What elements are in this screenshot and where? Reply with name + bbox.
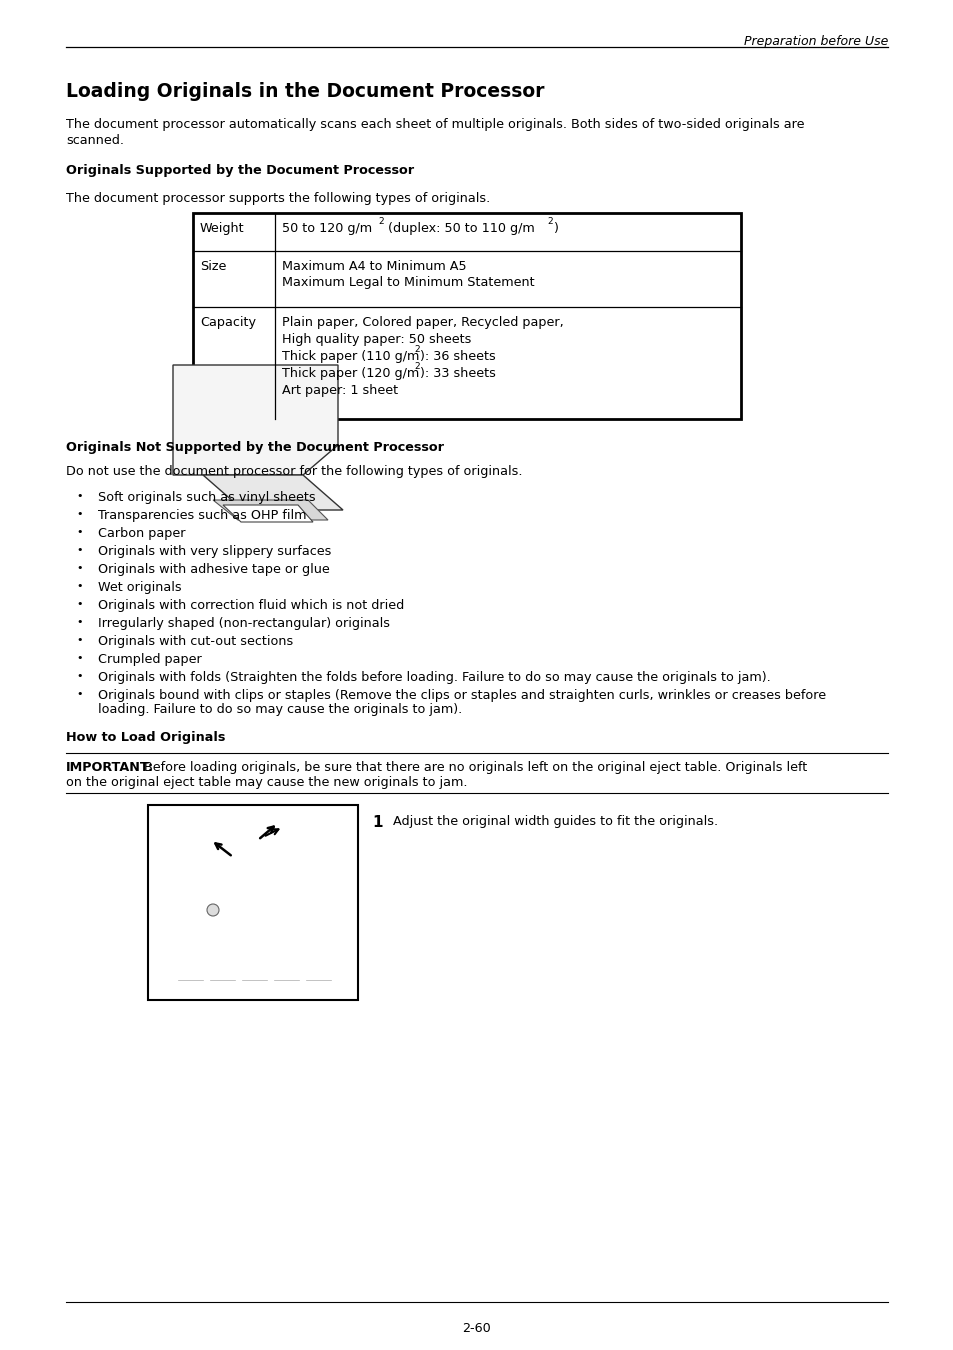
Text: •: • — [76, 580, 82, 591]
Text: loading. Failure to do so may cause the originals to jam).: loading. Failure to do so may cause the … — [98, 703, 462, 717]
Text: Soft originals such as vinyl sheets: Soft originals such as vinyl sheets — [98, 491, 315, 504]
Text: Crumpled paper: Crumpled paper — [98, 653, 201, 666]
Polygon shape — [223, 505, 313, 522]
Text: Maximum Legal to Minimum Statement: Maximum Legal to Minimum Statement — [282, 275, 534, 289]
Text: IMPORTANT:: IMPORTANT: — [66, 761, 154, 774]
Text: •: • — [76, 653, 82, 663]
Polygon shape — [172, 364, 337, 475]
Text: 1: 1 — [372, 815, 382, 830]
Text: Originals Not Supported by the Document Processor: Originals Not Supported by the Document … — [66, 441, 443, 454]
Text: •: • — [76, 634, 82, 645]
Text: 2: 2 — [377, 217, 383, 225]
Text: Originals bound with clips or staples (Remove the clips or staples and straighte: Originals bound with clips or staples (R… — [98, 688, 825, 702]
Text: Originals with correction fluid which is not dried: Originals with correction fluid which is… — [98, 599, 404, 612]
Polygon shape — [203, 475, 343, 510]
Text: •: • — [76, 491, 82, 501]
Text: Before loading originals, be sure that there are no originals left on the origin: Before loading originals, be sure that t… — [140, 761, 806, 774]
Text: Weight: Weight — [200, 221, 244, 235]
Text: Loading Originals in the Document Processor: Loading Originals in the Document Proces… — [66, 82, 544, 101]
Text: Transparencies such as OHP film: Transparencies such as OHP film — [98, 509, 306, 522]
Text: scanned.: scanned. — [66, 134, 124, 147]
Text: Originals with cut-out sections: Originals with cut-out sections — [98, 634, 293, 648]
Text: Originals Supported by the Document Processor: Originals Supported by the Document Proc… — [66, 163, 414, 177]
Text: •: • — [76, 688, 82, 699]
Text: Thick paper (120 g/m: Thick paper (120 g/m — [282, 367, 418, 379]
Text: •: • — [76, 509, 82, 518]
Text: Carbon paper: Carbon paper — [98, 526, 185, 540]
Text: Size: Size — [200, 261, 226, 273]
Text: The document processor supports the following types of originals.: The document processor supports the foll… — [66, 192, 490, 205]
Text: Thick paper (110 g/m: Thick paper (110 g/m — [282, 350, 419, 363]
Text: Plain paper, Colored paper, Recycled paper,: Plain paper, Colored paper, Recycled pap… — [282, 316, 563, 329]
Text: Wet originals: Wet originals — [98, 580, 181, 594]
Text: 50 to 120 g/m: 50 to 120 g/m — [282, 221, 372, 235]
Text: •: • — [76, 617, 82, 626]
Text: Capacity: Capacity — [200, 316, 255, 329]
Text: Irregularly shaped (non-rectangular) originals: Irregularly shaped (non-rectangular) ori… — [98, 617, 390, 630]
Text: •: • — [76, 526, 82, 537]
Text: Preparation before Use: Preparation before Use — [742, 35, 887, 49]
Text: Adjust the original width guides to fit the originals.: Adjust the original width guides to fit … — [393, 815, 718, 828]
Text: Originals with adhesive tape or glue: Originals with adhesive tape or glue — [98, 563, 330, 576]
Text: How to Load Originals: How to Load Originals — [66, 730, 225, 744]
Text: The document processor automatically scans each sheet of multiple originals. Bot: The document processor automatically sca… — [66, 117, 803, 131]
Text: ): 36 sheets: ): 36 sheets — [419, 350, 496, 363]
Text: Originals with folds (Straighten the folds before loading. Failure to do so may : Originals with folds (Straighten the fol… — [98, 671, 770, 684]
Text: 2: 2 — [546, 217, 552, 225]
Text: ): ) — [553, 221, 558, 235]
Text: (duplex: 50 to 110 g/m: (duplex: 50 to 110 g/m — [384, 221, 535, 235]
Text: ): 33 sheets: ): 33 sheets — [419, 367, 496, 379]
Text: Originals with very slippery surfaces: Originals with very slippery surfaces — [98, 545, 331, 558]
Bar — [193, 213, 740, 418]
Text: High quality paper: 50 sheets: High quality paper: 50 sheets — [282, 333, 471, 346]
Text: 2: 2 — [414, 346, 419, 354]
Circle shape — [207, 904, 219, 917]
Text: on the original eject table may cause the new originals to jam.: on the original eject table may cause th… — [66, 776, 467, 788]
Text: •: • — [76, 599, 82, 609]
Polygon shape — [213, 500, 328, 520]
Text: Do not use the document processor for the following types of originals.: Do not use the document processor for th… — [66, 464, 522, 478]
Text: •: • — [76, 545, 82, 555]
Text: •: • — [76, 671, 82, 680]
Text: Maximum A4 to Minimum A5: Maximum A4 to Minimum A5 — [282, 261, 466, 273]
Bar — [148, 805, 357, 1000]
Text: •: • — [76, 563, 82, 572]
Text: Art paper: 1 sheet: Art paper: 1 sheet — [282, 383, 397, 397]
Text: 2-60: 2-60 — [462, 1322, 491, 1335]
Text: 2: 2 — [414, 362, 419, 371]
